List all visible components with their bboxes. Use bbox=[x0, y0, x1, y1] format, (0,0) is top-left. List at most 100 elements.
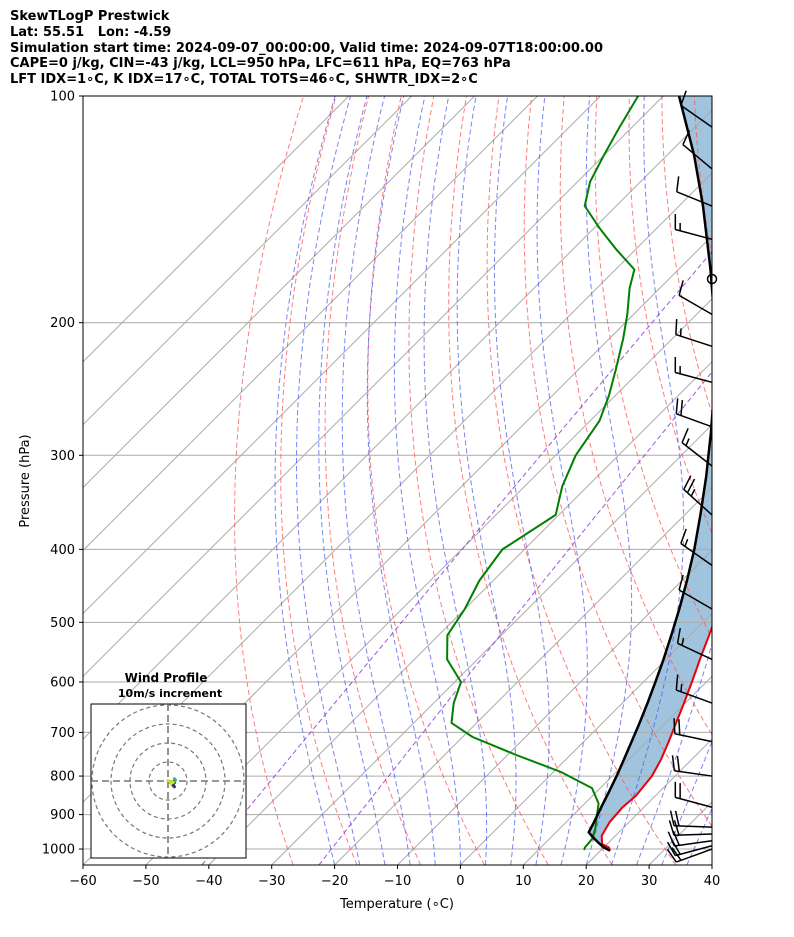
barb-flag bbox=[676, 627, 682, 644]
barb-half-flag bbox=[685, 438, 690, 446]
barb-flag bbox=[682, 130, 691, 145]
barb-half-flag bbox=[690, 488, 696, 497]
barb-flag bbox=[675, 398, 679, 414]
calm-wind-circle bbox=[706, 273, 718, 285]
isotherm-gridline bbox=[585, 738, 712, 865]
dry-adiabat bbox=[448, 96, 613, 865]
barb-flag bbox=[680, 400, 684, 416]
wind-barb bbox=[678, 280, 713, 316]
wind-barb bbox=[674, 213, 713, 241]
dry-adiabat bbox=[367, 96, 485, 865]
dry-adiabat bbox=[234, 96, 304, 865]
isotherm-gridline bbox=[711, 864, 712, 865]
inset-title: Wind Profile bbox=[125, 671, 208, 685]
isotherm-gridline bbox=[648, 801, 712, 865]
moist-adiabat bbox=[318, 96, 386, 865]
wind-barb bbox=[673, 718, 713, 743]
moist-adiabat bbox=[737, 96, 794, 865]
barb-shaft bbox=[673, 824, 713, 828]
wind-barb bbox=[675, 398, 713, 428]
y-tick-label: 500 bbox=[50, 616, 75, 631]
x-tick-label: 40 bbox=[704, 874, 721, 889]
isotherm-gridline bbox=[83, 96, 601, 615]
moist-adiabat bbox=[686, 807, 712, 865]
barb-half-flag bbox=[680, 684, 683, 692]
wind-barb bbox=[674, 781, 713, 808]
dry-adiabat bbox=[523, 96, 712, 828]
barb-shaft bbox=[674, 732, 713, 743]
wind-barb bbox=[676, 176, 713, 207]
wind-barb bbox=[667, 830, 713, 847]
barb-shaft bbox=[677, 642, 713, 661]
barb-flag bbox=[666, 848, 677, 863]
moist-adiabat bbox=[456, 96, 517, 865]
isotherm-gridline bbox=[271, 423, 712, 865]
y-tick-label: 300 bbox=[50, 449, 75, 464]
dry-adiabat bbox=[760, 96, 794, 865]
barb-shaft bbox=[678, 294, 713, 316]
cape-line: CAPE=0 j/kg, CIN=-43 j/kg, LCL=950 hPa, … bbox=[10, 56, 511, 72]
barb-flag bbox=[676, 755, 681, 772]
wind-barb bbox=[680, 528, 713, 566]
x-tick-label: −30 bbox=[258, 874, 285, 889]
dry-adiabat bbox=[727, 96, 794, 865]
wind-barb bbox=[674, 356, 713, 384]
barb-flag bbox=[681, 428, 689, 443]
barb-flag bbox=[673, 820, 680, 836]
barb-flag bbox=[676, 176, 680, 192]
barb-half-flag bbox=[682, 584, 687, 593]
barb-flag bbox=[671, 847, 682, 861]
barb-shaft bbox=[676, 413, 713, 428]
y-tick-label: 800 bbox=[50, 770, 75, 785]
y-tick-label: 700 bbox=[50, 726, 75, 741]
isotherm-gridline bbox=[460, 612, 712, 865]
barb-flag bbox=[678, 280, 684, 296]
isotherm-gridline bbox=[83, 96, 413, 426]
y-axis-label: Pressure (hPa) bbox=[18, 434, 33, 527]
time-line: Simulation start time: 2024-09-07_00:00:… bbox=[10, 40, 603, 56]
x-tick-label: 30 bbox=[641, 874, 658, 889]
barb-shaft bbox=[675, 796, 713, 808]
wind-barb bbox=[675, 319, 713, 348]
wind-barb bbox=[666, 847, 713, 863]
wind-barb bbox=[706, 273, 718, 285]
moist-adiabat bbox=[636, 96, 712, 865]
mixing-ratio-line bbox=[201, 250, 712, 865]
y-tick-label: 200 bbox=[50, 316, 75, 331]
moist-adiabat bbox=[585, 96, 633, 865]
barb-shaft bbox=[676, 191, 713, 207]
wind-barb bbox=[675, 674, 713, 704]
barb-flag bbox=[683, 475, 692, 490]
dry-adiabat bbox=[661, 96, 712, 415]
mixing-ratio-line bbox=[318, 371, 712, 865]
wind-barb bbox=[680, 90, 713, 128]
dry-adiabat bbox=[280, 96, 358, 865]
dry-adiabat bbox=[559, 96, 712, 736]
moist-adiabat bbox=[366, 96, 436, 865]
barb-shaft bbox=[675, 228, 713, 241]
temperature-line bbox=[600, 624, 712, 852]
isotherm-gridline bbox=[83, 96, 350, 363]
moist-adiabat bbox=[711, 863, 712, 865]
isotherm-gridline bbox=[145, 298, 712, 865]
barb-shaft bbox=[681, 442, 713, 467]
barb-shaft bbox=[674, 840, 713, 847]
x-tick-label: 10 bbox=[515, 874, 532, 889]
moist-adiabat bbox=[393, 96, 461, 865]
barb-flag bbox=[667, 831, 676, 847]
isotherm-gridline bbox=[208, 361, 712, 865]
wind-barb bbox=[678, 574, 713, 610]
dry-adiabat bbox=[486, 96, 677, 865]
y-tick-label: 1000 bbox=[42, 843, 75, 858]
barb-flag bbox=[669, 810, 675, 826]
dry-adiabat bbox=[324, 96, 422, 865]
dry-adiabat bbox=[594, 96, 712, 640]
inset-subtitle: 10m/s increment bbox=[118, 687, 222, 700]
inset-plot bbox=[91, 704, 246, 858]
y-tick-label: 400 bbox=[50, 543, 75, 558]
isotherm-gridline bbox=[397, 549, 712, 865]
barb-flag bbox=[686, 478, 696, 494]
barb-shaft bbox=[678, 589, 713, 610]
moist-adiabat bbox=[341, 96, 411, 865]
wind-barb bbox=[682, 130, 713, 170]
